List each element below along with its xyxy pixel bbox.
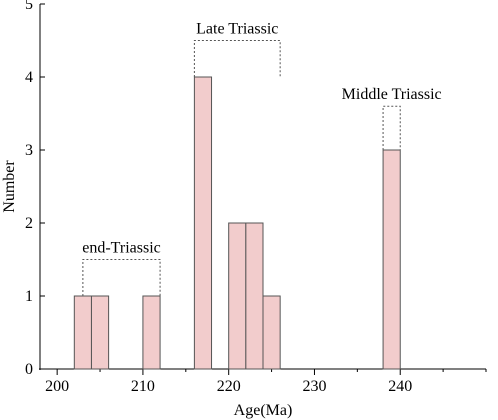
y-axis-label: Number xyxy=(1,160,18,213)
histogram-bar xyxy=(193,76,213,370)
histogram-bar xyxy=(382,149,401,370)
x-tick-label: 240 xyxy=(388,378,412,395)
x-tick-label: 220 xyxy=(217,378,241,395)
y-tick-label: 3 xyxy=(25,142,33,159)
annotations: end-Triassic Late Triassic Middle Triassic xyxy=(82,21,442,296)
annotation-bracket xyxy=(82,259,161,296)
axes: 0 1 2 3 4 5 200 210 220 230 240 xyxy=(25,0,487,395)
bars xyxy=(73,76,401,370)
y-tick-label: 4 xyxy=(25,69,33,86)
y-tick-label: 0 xyxy=(25,361,33,378)
histogram-bar xyxy=(73,295,92,370)
histogram-bar xyxy=(142,295,161,370)
annotation-bracket xyxy=(193,40,281,77)
x-tick-label: 230 xyxy=(302,378,326,395)
annotation-label: end-Triassic xyxy=(82,240,161,257)
histogram-bar xyxy=(90,295,110,370)
histogram-bar xyxy=(262,295,281,370)
x-tick-label: 210 xyxy=(131,378,155,395)
x-axis-label: Age(Ma) xyxy=(234,402,293,419)
annotation-bracket xyxy=(382,105,401,150)
histogram-bar xyxy=(228,222,247,370)
histogram-bar xyxy=(245,222,264,370)
y-tick-label: 1 xyxy=(25,288,33,305)
y-tick-label: 2 xyxy=(25,215,33,232)
x-tick-label: 200 xyxy=(45,378,69,395)
annotation-label: Late Triassic xyxy=(196,21,278,38)
y-tick-label: 5 xyxy=(25,0,33,13)
annotation-label: Middle Triassic xyxy=(342,86,442,103)
